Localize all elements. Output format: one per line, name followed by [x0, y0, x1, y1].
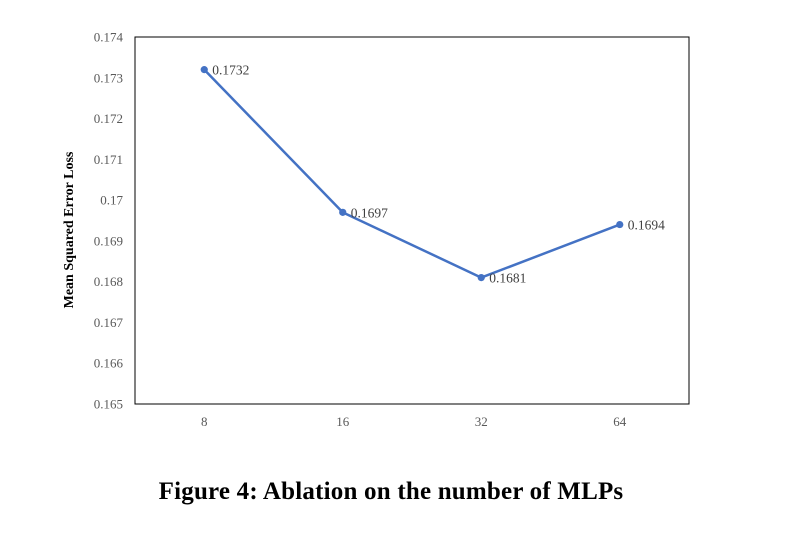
series-line	[203, 68, 621, 279]
y-tick-label: 0.174	[94, 30, 124, 45]
data-point	[339, 208, 347, 216]
x-tick-label: 32	[475, 414, 488, 429]
data-point	[477, 273, 485, 282]
data-label: 0.1732	[212, 63, 249, 78]
y-axis-ticks: 0.165 0.166 0.167 0.168 0.169 0.17 0.171 0.172 0…	[94, 30, 124, 412]
data-label: 0.1694	[628, 218, 665, 233]
x-axis-ticks: 8 16 32 64	[201, 414, 627, 429]
data-label: 0.1681	[489, 271, 526, 286]
plot-frame	[134, 36, 690, 405]
data-label: 0.1697	[351, 205, 388, 220]
y-tick-label: 0.173	[94, 70, 123, 85]
y-tick-label: 0.172	[94, 111, 123, 126]
figure-caption: Figure 4: Ablation on the number of MLPs	[158, 478, 624, 505]
y-tick-label: 0.17	[100, 193, 123, 208]
series-layer	[200, 66, 624, 282]
x-tick-label: 8	[201, 414, 208, 429]
y-tick-label: 0.165	[94, 397, 123, 412]
data-point	[200, 66, 208, 74]
data-labels: 0.1732 0.1697 0.1681 0.1694	[212, 63, 665, 286]
y-tick-label: 0.167	[94, 315, 124, 330]
x-tick-label: 16	[336, 414, 350, 429]
y-tick-label: 0.166	[94, 356, 124, 371]
x-tick-label: 64	[613, 414, 627, 429]
line-chart: 0.165 0.166 0.167 0.168 0.169 0.17 0.171 0.172 0…	[62, 30, 690, 429]
data-point	[616, 220, 624, 229]
y-tick-label: 0.171	[94, 152, 123, 167]
y-tick-label: 0.168	[94, 274, 123, 289]
y-axis-title: Mean Squared Error Loss	[62, 151, 77, 308]
y-tick-label: 0.169	[94, 233, 123, 248]
